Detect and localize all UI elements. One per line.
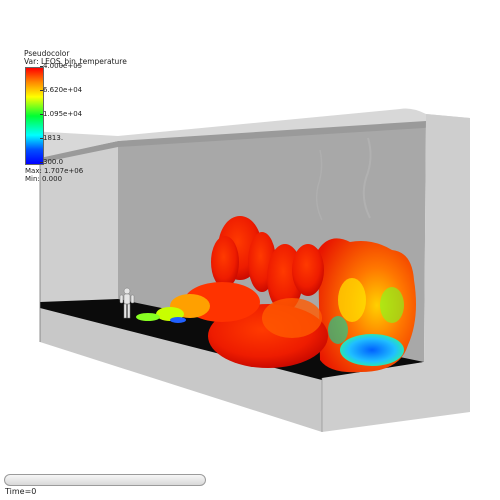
legend-tick-label: 1813. (39, 134, 64, 142)
color-scale-bar (25, 67, 44, 165)
pseudocolor-legend: Pseudocolor Var: LEOS_bin_temperature 4.… (24, 49, 154, 184)
legend-variable-name: Var: LEOS_bin_temperature (24, 57, 127, 66)
left-wall (40, 141, 118, 345)
time-slider[interactable] (4, 474, 206, 486)
legend-tick-label: 4.000e+05 (39, 62, 83, 70)
legend-max-value: Max: 1.707e+06 (25, 167, 84, 175)
legend-plot-type: Pseudocolor (24, 49, 70, 58)
legend-tick-label: 1.095e+04 (39, 110, 83, 118)
ceiling (40, 113, 470, 163)
human-figure-icon (119, 287, 135, 319)
legend-min-value: Min: 0.000 (25, 175, 63, 183)
temperature-plume (136, 216, 416, 373)
legend-tick-label: 6.620e+04 (39, 86, 83, 94)
front-wall-bottom (40, 308, 322, 432)
time-label: Time=0 (5, 487, 37, 496)
legend-tick-label: 300.0 (39, 158, 64, 166)
right-wall (322, 114, 470, 432)
